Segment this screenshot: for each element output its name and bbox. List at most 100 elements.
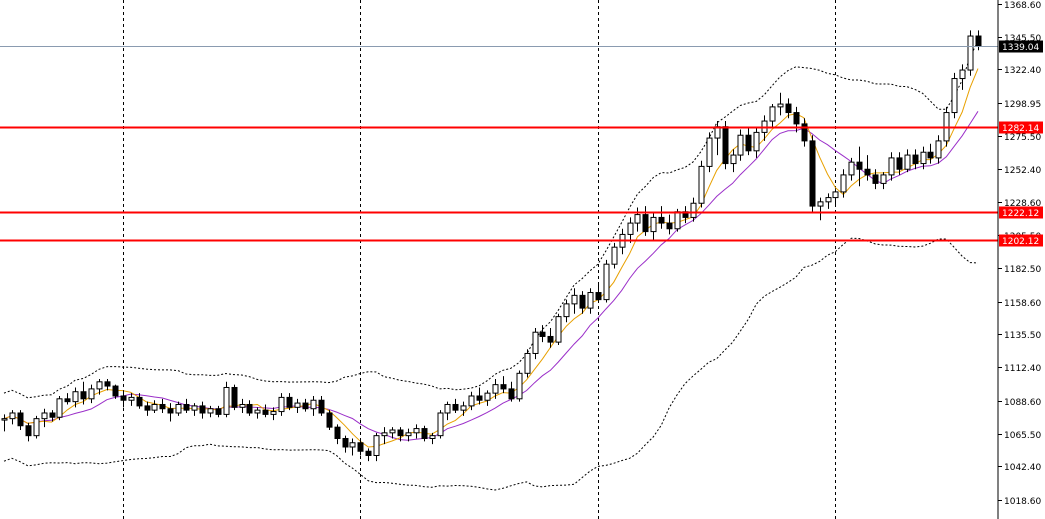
candle-body-bullish (516, 372, 523, 400)
candle-body-bullish (444, 403, 451, 414)
candle-body-bullish (967, 35, 974, 71)
candle-body-bullish (737, 134, 744, 156)
candle-body-bullish (56, 398, 63, 418)
candle-body-bearish (745, 134, 752, 152)
candle-body-bullish (951, 78, 958, 114)
candle-body-bullish (41, 412, 48, 420)
candle-body-bearish (452, 403, 459, 411)
candle-body-bearish (927, 151, 934, 159)
candlesticks (1, 30, 982, 462)
candle-body-bullish (698, 165, 705, 204)
candle-body-bearish (801, 123, 808, 142)
candle-body-bullish (904, 154, 911, 170)
candle-body-bearish (539, 331, 546, 337)
candle-body-bullish (634, 214, 641, 224)
candle-body-bullish (730, 154, 737, 165)
candle-body-bearish (286, 396, 293, 408)
candle-body-bearish (666, 222, 673, 230)
price-tick-label: 1182.50 (1004, 265, 1041, 275)
candle-body-bullish (254, 409, 261, 414)
candle-body-bearish (365, 450, 372, 457)
price-tick-label: 1135.50 (1004, 331, 1041, 341)
candle-body-bullish (33, 418, 40, 437)
candle-body-bullish (207, 408, 214, 414)
candle-body-bullish (460, 405, 467, 411)
candle-body-bearish (508, 388, 515, 400)
candle-body-bullish (278, 396, 285, 413)
price-tick-label: 1158.60 (1004, 299, 1041, 309)
candle-body-bullish (239, 403, 246, 408)
candle-body-bearish (302, 402, 309, 410)
candle-body-bullish (128, 396, 135, 401)
candle-body-bearish (104, 381, 111, 387)
candle-body-bullish (880, 174, 887, 184)
candle-body-bearish (793, 112, 800, 125)
price-tick-label: 1298.95 (1004, 100, 1041, 110)
candle-body-bullish (920, 151, 927, 165)
candle-body-bearish (136, 396, 143, 407)
candle-body-bullish (571, 294, 578, 305)
price-tick-label: 1322.40 (1004, 66, 1041, 76)
candle-body-bearish (864, 168, 871, 176)
candle-body-bearish (112, 385, 119, 397)
candle-body-bullish (492, 384, 499, 394)
candle-body-bullish (524, 352, 531, 374)
price-axis: 1368.60 1345.50 1322.40 1298.95 1275.50 1252.… (998, 1, 1041, 507)
candle-body-bullish (373, 435, 380, 457)
candle-body-bullish (1, 418, 8, 421)
slow-ma-line (3, 111, 979, 441)
price-tick-label: 1065.50 (1004, 431, 1041, 441)
candle-body-bullish (603, 263, 610, 301)
price-tick-label: 1252.40 (1004, 166, 1041, 176)
candle-body-bullish (690, 202, 697, 218)
candle-body-bullish (753, 131, 760, 152)
candle-body-bullish (468, 395, 475, 407)
candle-body-bearish (579, 294, 586, 309)
candle-body-bearish (658, 216, 665, 224)
candle-body-bullish (175, 403, 182, 414)
candle-body-bullish (674, 211, 681, 230)
price-tick-label: 1275.50 (1004, 133, 1041, 143)
candle-body-bullish (832, 191, 839, 199)
candle-body-bearish (856, 161, 863, 170)
price-tick-label: 1112.40 (1004, 364, 1041, 374)
candle-body-bearish (500, 384, 507, 390)
candle-body-bearish (342, 437, 349, 448)
fast-ma-line (3, 68, 979, 448)
candle-body-bullish (650, 216, 657, 233)
candle-body-bullish (310, 399, 317, 410)
upper-band-line (3, 40, 979, 399)
price-tick-label: 1228.60 (1004, 199, 1041, 209)
horizontal-levels (0, 126, 998, 242)
candle-body-bullish (72, 391, 79, 403)
candle-body-bullish (627, 222, 634, 235)
level-price-label: 1282.14 (1002, 124, 1039, 134)
level-price-tag (999, 121, 1043, 134)
candle-body-bearish (547, 335, 554, 343)
candle-body-bearish (642, 214, 649, 233)
price-tick-label: 1042.40 (1004, 463, 1041, 473)
candle-body-bearish (896, 157, 903, 170)
candle-body-bearish (199, 405, 206, 414)
candle-body-bullish (555, 316, 562, 343)
current-price-tag (999, 40, 1043, 53)
candle-body-bearish (334, 426, 341, 439)
candle-body-bearish (872, 174, 879, 184)
price-tick-label: 1345.50 (1004, 34, 1041, 44)
level-price-label: 1222.12 (1002, 209, 1039, 219)
candle-body-bearish (595, 292, 602, 301)
candle-body-bullish (294, 402, 301, 408)
candle-body-bullish (888, 157, 895, 176)
candle-body-bullish (817, 201, 824, 207)
candle-body-bearish (326, 412, 333, 428)
candle-body-bearish (809, 140, 816, 207)
candle-body-bearish (262, 409, 269, 415)
level-price-tag (999, 206, 1043, 219)
candle-body-bearish (159, 403, 166, 410)
candle-body-bullish (587, 292, 594, 309)
candle-body-bearish (120, 395, 127, 401)
level-price-label: 1202.12 (1002, 237, 1039, 247)
candle-body-bearish (167, 408, 174, 414)
candle-body-bearish (183, 403, 190, 411)
